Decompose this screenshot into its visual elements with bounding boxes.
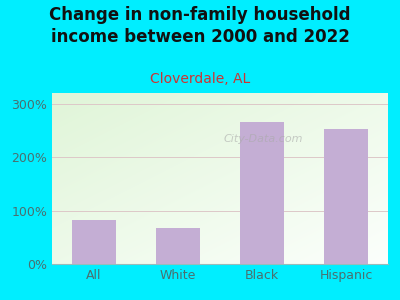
- Text: Cloverdale, AL: Cloverdale, AL: [150, 72, 250, 86]
- Text: City-Data.com: City-Data.com: [224, 134, 304, 144]
- Bar: [156, 228, 200, 264]
- Bar: [72, 220, 116, 264]
- Bar: [240, 122, 284, 264]
- Bar: [324, 129, 368, 264]
- Text: Change in non-family household
income between 2000 and 2022: Change in non-family household income be…: [49, 6, 351, 46]
